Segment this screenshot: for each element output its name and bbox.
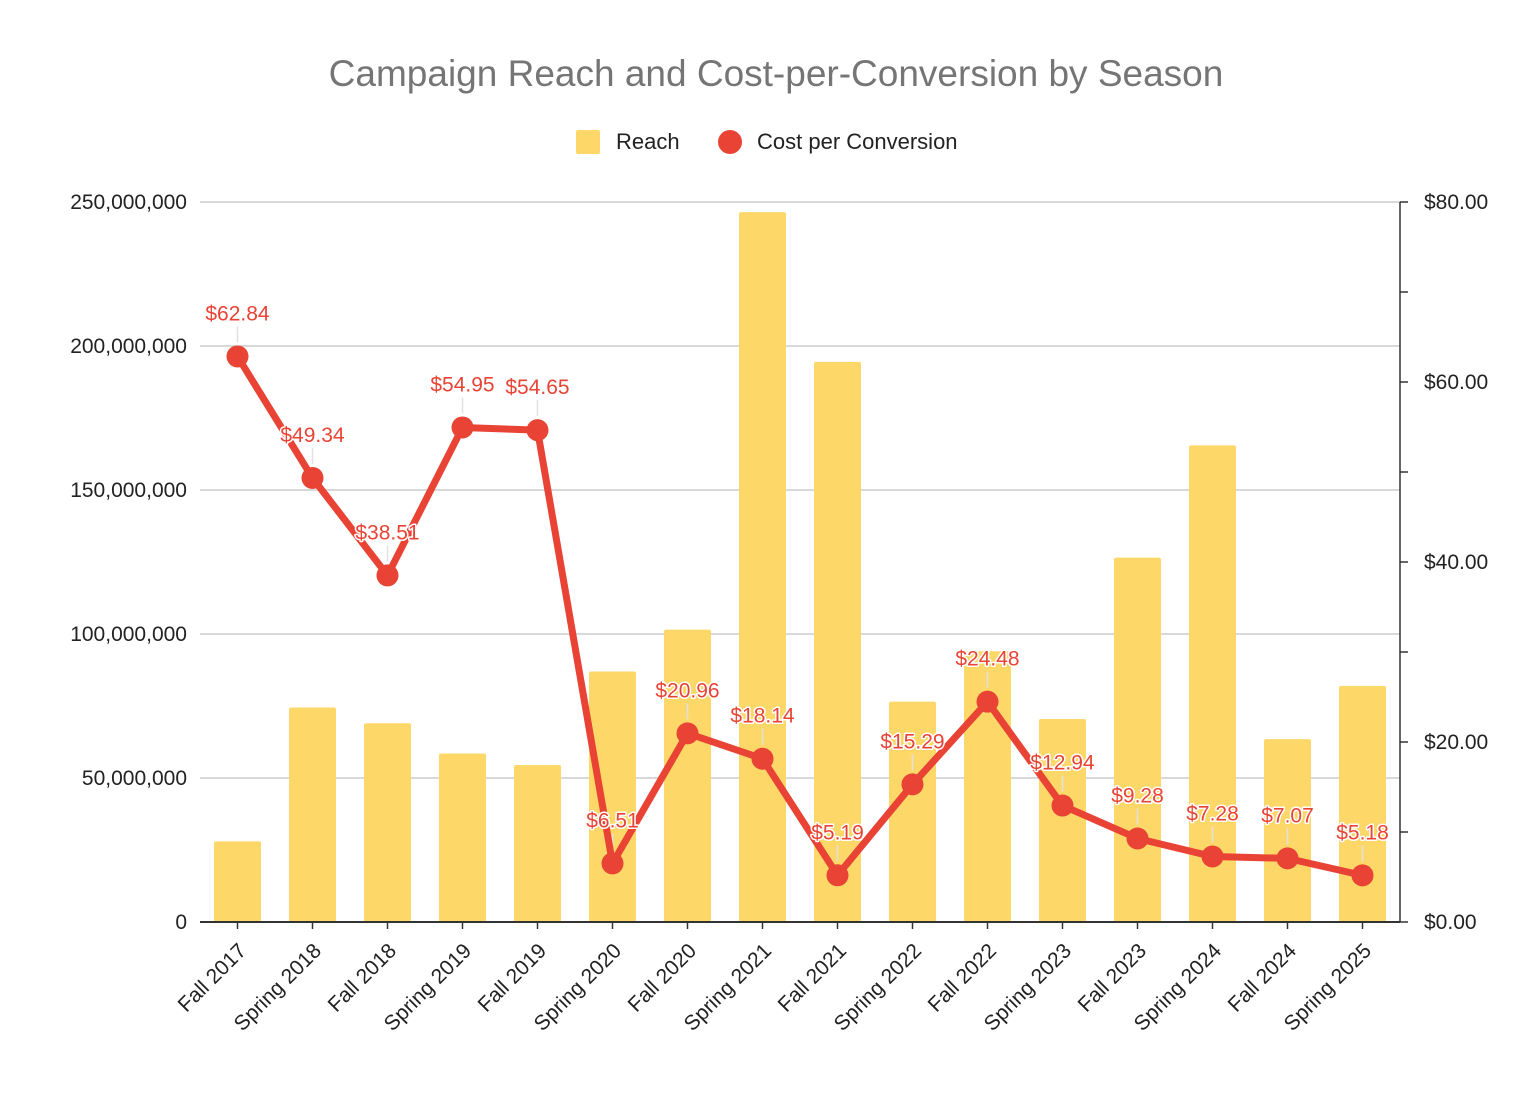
cost-data-label: $54.65 (505, 376, 569, 399)
left-axis-tick-labels: 0 50,000,000 100,000,000 150,000,000 200,000… (70, 191, 187, 934)
right-axis-tick-label: $80.00 (1424, 191, 1488, 214)
cost-data-label: $12.94 (1030, 752, 1095, 775)
right-axis-tick-labels: $0.00 $20.00 $40.00 $60.00 $80.00 (1424, 191, 1488, 934)
cost-data-label: $7.07 (1261, 804, 1314, 827)
right-axis-tick-label: $20.00 (1424, 731, 1488, 754)
cost-per-conversion-polyline (234, 352, 1366, 879)
bar-reach[interactable] (814, 361, 861, 923)
axes (200, 201, 1408, 929)
cost-point[interactable] (601, 852, 624, 875)
cost-point[interactable] (1126, 827, 1149, 850)
bar-reach[interactable] (664, 629, 711, 922)
cost-per-conversion-line (226, 345, 1374, 887)
right-axis-tick-label: $0.00 (1424, 911, 1477, 934)
cost-point[interactable] (751, 747, 774, 770)
cost-data-label: $24.48 (955, 648, 1019, 671)
left-axis-tick-label: 200,000,000 (70, 335, 187, 358)
cost-data-label: $5.18 (1336, 821, 1389, 844)
bar-reach[interactable] (1114, 557, 1161, 922)
legend-swatch-cost-per-conversion (718, 130, 742, 154)
cost-point[interactable] (1351, 864, 1374, 887)
left-axis-tick-label: 150,000,000 (70, 479, 187, 502)
cost-point[interactable] (451, 416, 474, 439)
cost-data-label: $6.51 (586, 809, 639, 832)
bar-reach[interactable] (289, 707, 336, 922)
cost-data-label: $54.95 (430, 373, 494, 396)
label-connectors (236, 326, 1364, 862)
left-axis-tick-label: 50,000,000 (82, 767, 187, 790)
bar-reach[interactable] (889, 701, 936, 922)
cost-point[interactable] (526, 419, 549, 442)
chart-title: Campaign Reach and Cost-per-Conversion b… (329, 53, 1224, 94)
legend-item-reach[interactable]: Reach (576, 129, 680, 154)
cost-data-label: $49.34 (280, 424, 345, 447)
left-axis-tick-label: 250,000,000 (70, 191, 187, 214)
cost-data-label: $7.28 (1186, 802, 1239, 825)
cost-data-label: $5.19 (811, 821, 864, 844)
legend: Reach Cost per Conversion (576, 129, 958, 154)
cost-data-label: $9.28 (1111, 784, 1164, 807)
right-axis-tick-label: $40.00 (1424, 551, 1488, 574)
right-axis-tick-label: $60.00 (1424, 371, 1488, 394)
bar-reach[interactable] (514, 765, 561, 922)
reach-bars (214, 212, 1386, 923)
cost-data-label: $62.84 (205, 302, 270, 325)
cost-data-label: $15.29 (880, 730, 944, 753)
legend-label-cost-per-conversion: Cost per Conversion (757, 129, 958, 154)
cost-point[interactable] (676, 722, 699, 745)
bar-reach[interactable] (589, 671, 636, 922)
bar-reach[interactable] (1039, 718, 1086, 922)
cost-point[interactable] (976, 690, 999, 713)
legend-label-reach: Reach (616, 129, 680, 154)
bar-reach[interactable] (739, 212, 786, 922)
legend-item-cost-per-conversion[interactable]: Cost per Conversion (718, 129, 958, 154)
bar-reach[interactable] (1339, 685, 1386, 922)
cost-data-label: $18.14 (730, 705, 795, 728)
legend-swatch-reach (576, 130, 600, 154)
left-axis-tick-label: 100,000,000 (70, 623, 187, 646)
cost-point[interactable] (1276, 847, 1299, 870)
bar-reach[interactable] (214, 841, 261, 922)
cost-point[interactable] (901, 773, 924, 796)
cost-point[interactable] (301, 466, 324, 489)
cost-data-label: $38.51 (355, 521, 419, 544)
bar-reach[interactable] (439, 753, 486, 922)
cost-point[interactable] (1051, 794, 1074, 817)
cost-data-labels: $62.84 $49.34 $38.51 $54.95 $54.65 $6.51 $20.9… (204, 301, 1390, 846)
cost-point[interactable] (226, 345, 249, 368)
cost-data-label: $20.96 (655, 679, 719, 702)
bar-reach[interactable] (364, 723, 411, 922)
cost-point[interactable] (1201, 845, 1224, 868)
cost-point[interactable] (376, 564, 399, 587)
bar-reach[interactable] (1189, 445, 1236, 922)
left-axis-tick-label: 0 (175, 911, 187, 934)
cost-point[interactable] (826, 864, 849, 887)
